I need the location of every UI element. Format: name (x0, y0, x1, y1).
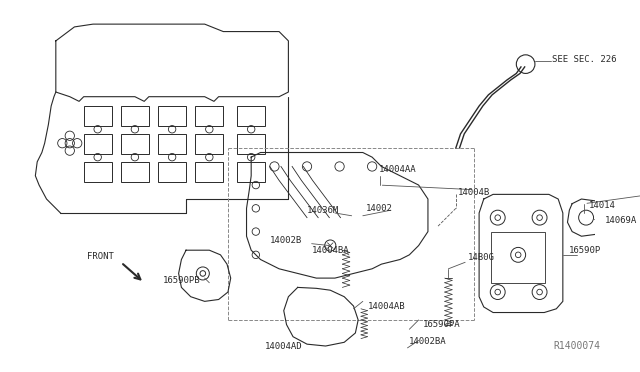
Bar (237, 106, 265, 126)
Bar (237, 134, 265, 154)
Text: 14014: 14014 (589, 201, 616, 210)
Text: FRONT: FRONT (88, 252, 115, 261)
Bar (195, 134, 223, 154)
Text: 14004AD: 14004AD (265, 341, 303, 350)
Text: 14002B: 14002B (270, 236, 302, 246)
Text: 14004BA: 14004BA (312, 246, 349, 255)
Bar (84, 162, 111, 182)
Text: R1400074: R1400074 (554, 341, 600, 351)
Bar (121, 162, 149, 182)
Text: SEE SEC. 226: SEE SEC. 226 (552, 55, 616, 64)
Text: 14004AB: 14004AB (367, 302, 405, 311)
Bar (492, 232, 545, 283)
Text: 14004AA: 14004AA (379, 165, 416, 174)
Bar (158, 134, 186, 154)
Bar (195, 106, 223, 126)
Bar (158, 106, 186, 126)
Bar (237, 162, 265, 182)
Text: 14069A: 14069A (605, 216, 637, 225)
Bar (158, 162, 186, 182)
Bar (84, 134, 111, 154)
Text: 16590PB: 16590PB (163, 276, 200, 285)
Bar (121, 134, 149, 154)
Bar (121, 106, 149, 126)
Text: 14002BA: 14002BA (410, 337, 447, 346)
Text: 16590P: 16590P (568, 246, 601, 255)
Bar (84, 106, 111, 126)
Bar (195, 162, 223, 182)
Text: 16590PA: 16590PA (423, 320, 461, 329)
Text: 14004B: 14004B (458, 188, 490, 197)
Text: 14036M: 14036M (307, 206, 339, 215)
Text: 14B0G: 14B0G (468, 253, 495, 262)
Text: 14002: 14002 (365, 204, 392, 213)
